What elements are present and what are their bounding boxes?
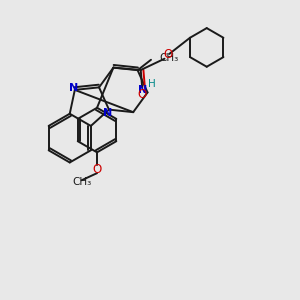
- Text: N: N: [69, 83, 78, 93]
- Text: CH₃: CH₃: [159, 53, 178, 63]
- Text: O: O: [92, 163, 102, 176]
- Text: CH₃: CH₃: [72, 177, 91, 187]
- Text: N: N: [103, 108, 112, 118]
- Text: O: O: [164, 48, 173, 61]
- Text: O: O: [138, 88, 147, 101]
- Text: H: H: [148, 79, 156, 89]
- Text: N: N: [139, 85, 148, 95]
